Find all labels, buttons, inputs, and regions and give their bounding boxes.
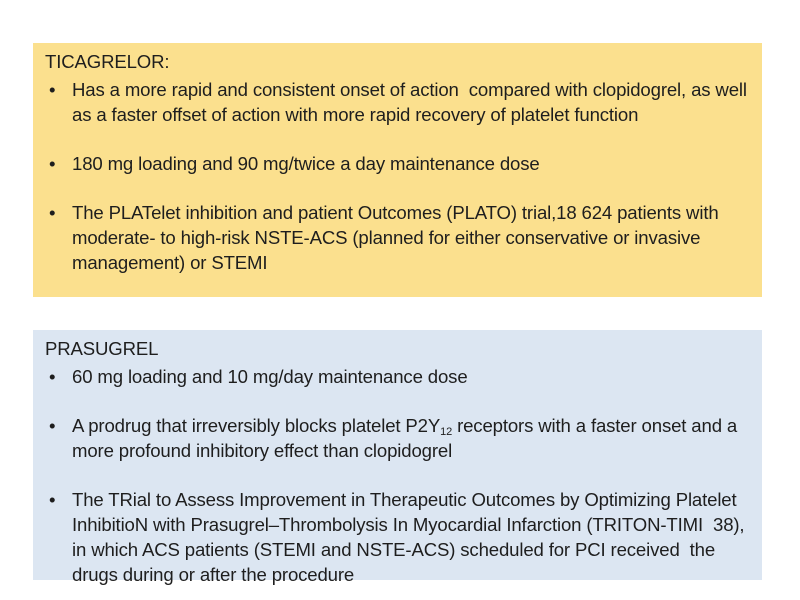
ticagrelor-bullet-3: • The PLATelet inhibition and patient Ou… [45, 200, 754, 275]
ticagrelor-box: TICAGRELOR: • Has a more rapid and consi… [33, 43, 762, 297]
bullet-marker: • [49, 202, 56, 223]
p2y12-subscript: 12 [440, 426, 453, 438]
ticagrelor-bullet-3-text: The PLATelet inhibition and patient Outc… [72, 202, 724, 273]
bullet-marker: • [49, 366, 56, 387]
bullet-marker: • [49, 489, 56, 510]
prasugrel-bullet-2-text: A prodrug that irreversibly blocks plate… [72, 413, 754, 463]
prasugrel-title: PRASUGREL [45, 338, 159, 359]
ticagrelor-bullet-1-text: Has a more rapid and consistent onset of… [72, 79, 752, 125]
ticagrelor-bullet-2-text: 180 mg loading and 90 mg/twice a day mai… [72, 153, 540, 174]
prasugrel-box: PRASUGREL • 60 mg loading and 10 mg/day … [33, 330, 762, 585]
ticagrelor-title: TICAGRELOR: [45, 51, 170, 72]
prasugrel-bullet-1: • 60 mg loading and 10 mg/day maintenanc… [45, 364, 754, 389]
prasugrel-bullet-3-text: The TRial to Assess Improvement in Thera… [72, 489, 750, 585]
ticagrelor-bullet-1: • Has a more rapid and consistent onset … [45, 77, 754, 127]
prasugrel-bullet-1-text: 60 mg loading and 10 mg/day maintenance … [72, 366, 468, 387]
bullet-marker: • [49, 79, 56, 100]
prasugrel-bullet-2: • A prodrug that irreversibly blocks pla… [45, 413, 754, 463]
prasugrel-bullet-2-post: receptors with a faster onset and a more… [72, 415, 743, 461]
prasugrel-bullet-3: • The TRial to Assess Improvement in The… [45, 487, 754, 587]
prasugrel-bullet-2-pre: A prodrug that irreversibly blocks plate… [72, 415, 441, 436]
bullet-marker: • [49, 153, 56, 174]
bullet-marker: • [49, 415, 56, 436]
ticagrelor-bullet-2: • 180 mg loading and 90 mg/twice a day m… [45, 151, 754, 176]
